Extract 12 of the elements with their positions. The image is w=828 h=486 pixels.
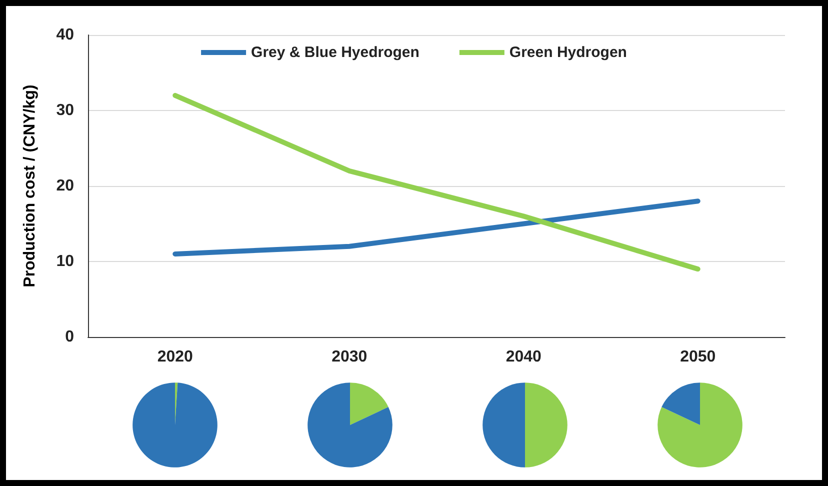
legend-label: Green Hydrogen — [509, 44, 627, 61]
x-tick-label: 2030 — [332, 348, 368, 366]
x-tick-label: 2040 — [506, 348, 542, 366]
y-tick-label: 0 — [65, 328, 74, 346]
y-tick-label: 40 — [56, 26, 74, 44]
y-tick-label: 10 — [56, 253, 74, 270]
x-tick-label: 2020 — [157, 348, 194, 366]
legend-label: Grey & Blue Hyedrogen — [251, 44, 420, 61]
x-tick-label: 2050 — [680, 348, 716, 366]
y-tick-label: 30 — [56, 102, 74, 119]
y-tick-label: 20 — [56, 178, 74, 194]
y-axis-title: Production cost / (CNY/kg) — [22, 84, 38, 288]
